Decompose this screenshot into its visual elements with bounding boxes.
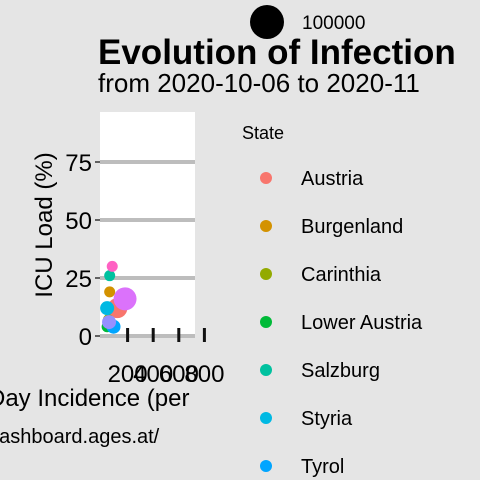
data-point — [106, 260, 118, 272]
legend-label: Styria — [301, 408, 353, 430]
x-tick-label: 800 — [184, 361, 224, 388]
data-points — [100, 260, 137, 334]
legend-key — [260, 268, 272, 280]
gridlines — [100, 160, 195, 338]
legend-key — [260, 172, 272, 184]
caption: dashboard.ages.at/ — [0, 426, 160, 448]
legend-label: Austria — [301, 168, 364, 190]
legend-label: Carinthia — [301, 264, 382, 286]
data-point — [100, 301, 115, 316]
color-legend: Austria Burgenland Carinthia Lower Austria S… — [260, 168, 423, 478]
x-tick-label: 600 — [159, 361, 199, 388]
legend-label: Salzburg — [301, 360, 380, 382]
data-point — [113, 287, 137, 311]
y-tick-label: 0 — [79, 324, 92, 351]
data-point — [104, 270, 116, 282]
x-axis-title: Day Incidence (per — [0, 385, 189, 412]
x-tick-label: 200 — [108, 361, 148, 388]
y-tick-label: 25 — [65, 266, 92, 293]
x-tick-label: 400 — [133, 361, 173, 388]
chart-subtitle: from 2020-10-06 to 2020-11 — [98, 68, 420, 98]
size-legend-label: 100000 — [302, 13, 365, 34]
legend-key — [260, 412, 272, 424]
legend-label: Burgenland — [301, 216, 403, 238]
legend-label: Lower Austria — [301, 312, 423, 334]
y-tick-label: 50 — [65, 208, 92, 235]
legend-key — [260, 316, 272, 328]
legend-label: Tyrol — [301, 456, 344, 478]
legend-key — [260, 460, 272, 472]
legend-title: State — [242, 123, 284, 143]
y-axis-title: ICU Load (%) — [31, 152, 58, 297]
legend-key — [260, 364, 272, 376]
y-tick-label: 75 — [65, 150, 92, 177]
legend-key — [260, 220, 272, 232]
y-axis: 0 25 50 75 — [65, 150, 100, 351]
data-point — [104, 286, 116, 298]
size-legend: 100000 — [250, 5, 365, 39]
data-point — [102, 315, 117, 330]
size-legend-dot — [250, 5, 284, 39]
chart-title: Evolution of Infection — [98, 33, 456, 72]
